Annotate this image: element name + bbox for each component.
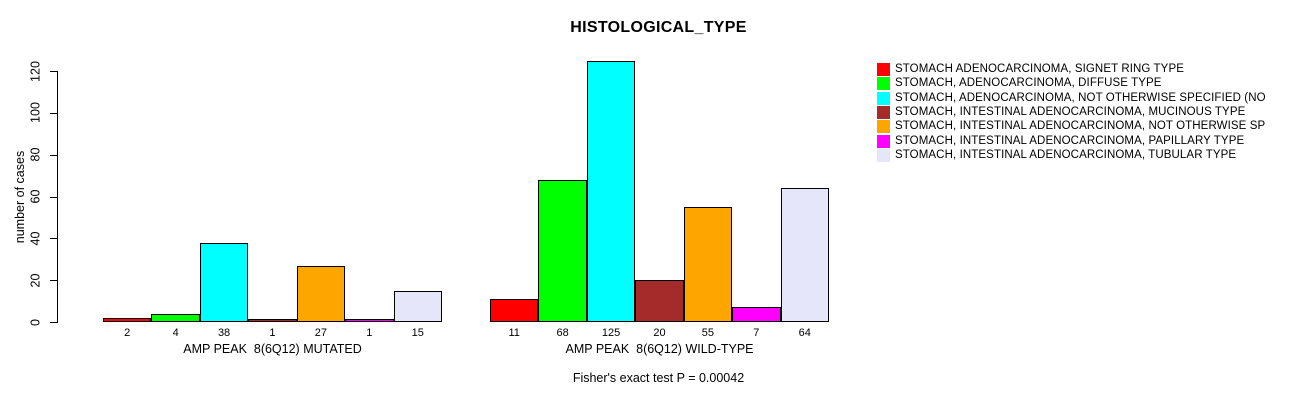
legend-item: STOMACH, ADENOCARCINOMA, DIFFUSE TYPE [877, 77, 1162, 91]
y-axis-tick [50, 154, 57, 156]
legend-item-label: STOMACH, INTESTINAL ADENOCARCINOMA, NOT … [895, 120, 1266, 133]
bar-value-label: 7 [753, 327, 760, 339]
bar [393, 290, 442, 322]
y-axis-tick-label: 60 [28, 189, 43, 204]
bar [538, 179, 587, 322]
legend-item: STOMACH ADENOCARCINOMA, SIGNET RING TYPE [877, 63, 1184, 76]
legend-item-label: STOMACH ADENOCARCINOMA, SIGNET RING TYPE [895, 63, 1184, 75]
legend-color-swatch [877, 148, 890, 162]
y-axis-label: number of cases [13, 150, 27, 244]
bar [732, 307, 781, 322]
bar [151, 313, 200, 322]
bar [248, 319, 297, 322]
fisher-test-annotation: Fisher's exact test P = 0.00042 [572, 371, 745, 385]
legend-item: STOMACH, INTESTINAL ADENOCARCINOMA, TUBU… [877, 148, 1237, 162]
y-axis-tick [50, 112, 57, 114]
bar-value-label: 1 [366, 327, 373, 339]
y-axis-tick [50, 280, 57, 282]
bar [586, 60, 636, 322]
legend-item-label: STOMACH, ADENOCARCINOMA, DIFFUSE TYPE [895, 77, 1162, 90]
y-axis-tick [50, 71, 57, 72]
legend-item-label: STOMACH, INTESTINAL ADENOCARCINOMA, MUCI… [895, 105, 1246, 118]
bar-value-label: 2 [124, 327, 131, 339]
bar-value-label: 4 [172, 327, 179, 339]
y-axis-tick-label: 80 [28, 147, 43, 162]
y-axis-tick-label: 40 [28, 231, 43, 246]
group-axis-label: AMP PEAK 8(6Q12) MUTATED [183, 342, 362, 356]
y-axis-tick-label: 0 [28, 318, 43, 326]
bar-value-label: 38 [217, 327, 231, 339]
y-axis-tick-label: 20 [28, 273, 43, 288]
legend-item: STOMACH, ADENOCARCINOMA, NOT OTHERWISE S… [877, 91, 1266, 105]
legend-color-swatch [877, 77, 890, 91]
legend-item: STOMACH, INTESTINAL ADENOCARCINOMA, PAPI… [877, 134, 1245, 148]
bar-value-label: 64 [798, 327, 811, 339]
bar-value-label: 11 [508, 327, 520, 339]
bar-value-label: 125 [601, 327, 621, 339]
legend-item: STOMACH, INTESTINAL ADENOCARCINOMA, NOT … [877, 120, 1266, 134]
bar [683, 206, 733, 322]
bar-value-label: 68 [556, 327, 569, 339]
y-axis-line [57, 71, 58, 323]
y-axis-tick [50, 238, 57, 240]
legend-item: STOMACH, INTESTINAL ADENOCARCINOMA, MUCI… [877, 105, 1246, 119]
bar-value-label: 27 [314, 327, 328, 339]
bar-value-label: 20 [653, 327, 666, 339]
bar [103, 317, 152, 322]
y-axis-tick [50, 322, 57, 323]
y-axis-tick-label: 100 [28, 102, 43, 124]
bar [296, 265, 346, 322]
chart-title: HISTOLOGICAL_TYPE [570, 19, 747, 36]
bar-value-label: 1 [269, 327, 276, 339]
bar-value-label: 55 [701, 327, 715, 339]
bar [635, 280, 684, 322]
legend-color-swatch [877, 120, 890, 134]
bar [345, 319, 394, 322]
legend-color-swatch [877, 91, 890, 105]
bar [780, 188, 829, 322]
legend-color-swatch [877, 105, 890, 119]
y-axis-tick [50, 196, 57, 198]
group-axis-label: AMP PEAK 8(6Q12) WILD-TYPE [565, 342, 754, 356]
legend-color-swatch [877, 134, 890, 148]
legend-item-label: STOMACH, INTESTINAL ADENOCARCINOMA, PAPI… [895, 134, 1245, 147]
bar [199, 242, 249, 322]
bar-value-label: 15 [411, 327, 424, 339]
bar [490, 298, 539, 322]
legend-item-label: STOMACH, INTESTINAL ADENOCARCINOMA, TUBU… [895, 148, 1237, 161]
y-axis-tick-label: 120 [28, 60, 43, 82]
legend-item-label: STOMACH, ADENOCARCINOMA, NOT OTHERWISE S… [895, 91, 1266, 104]
legend-color-swatch [877, 63, 890, 76]
